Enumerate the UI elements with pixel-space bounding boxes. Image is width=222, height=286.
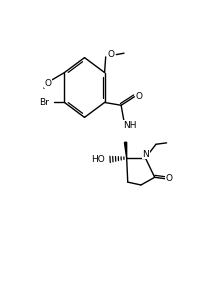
Text: Br: Br (39, 98, 49, 107)
Text: NH: NH (123, 121, 137, 130)
Text: N: N (143, 150, 149, 159)
Text: O: O (45, 79, 52, 88)
Polygon shape (125, 142, 127, 158)
Text: HO: HO (91, 155, 105, 164)
Text: O: O (135, 92, 142, 101)
Text: O: O (166, 174, 173, 183)
Text: O: O (107, 50, 114, 59)
